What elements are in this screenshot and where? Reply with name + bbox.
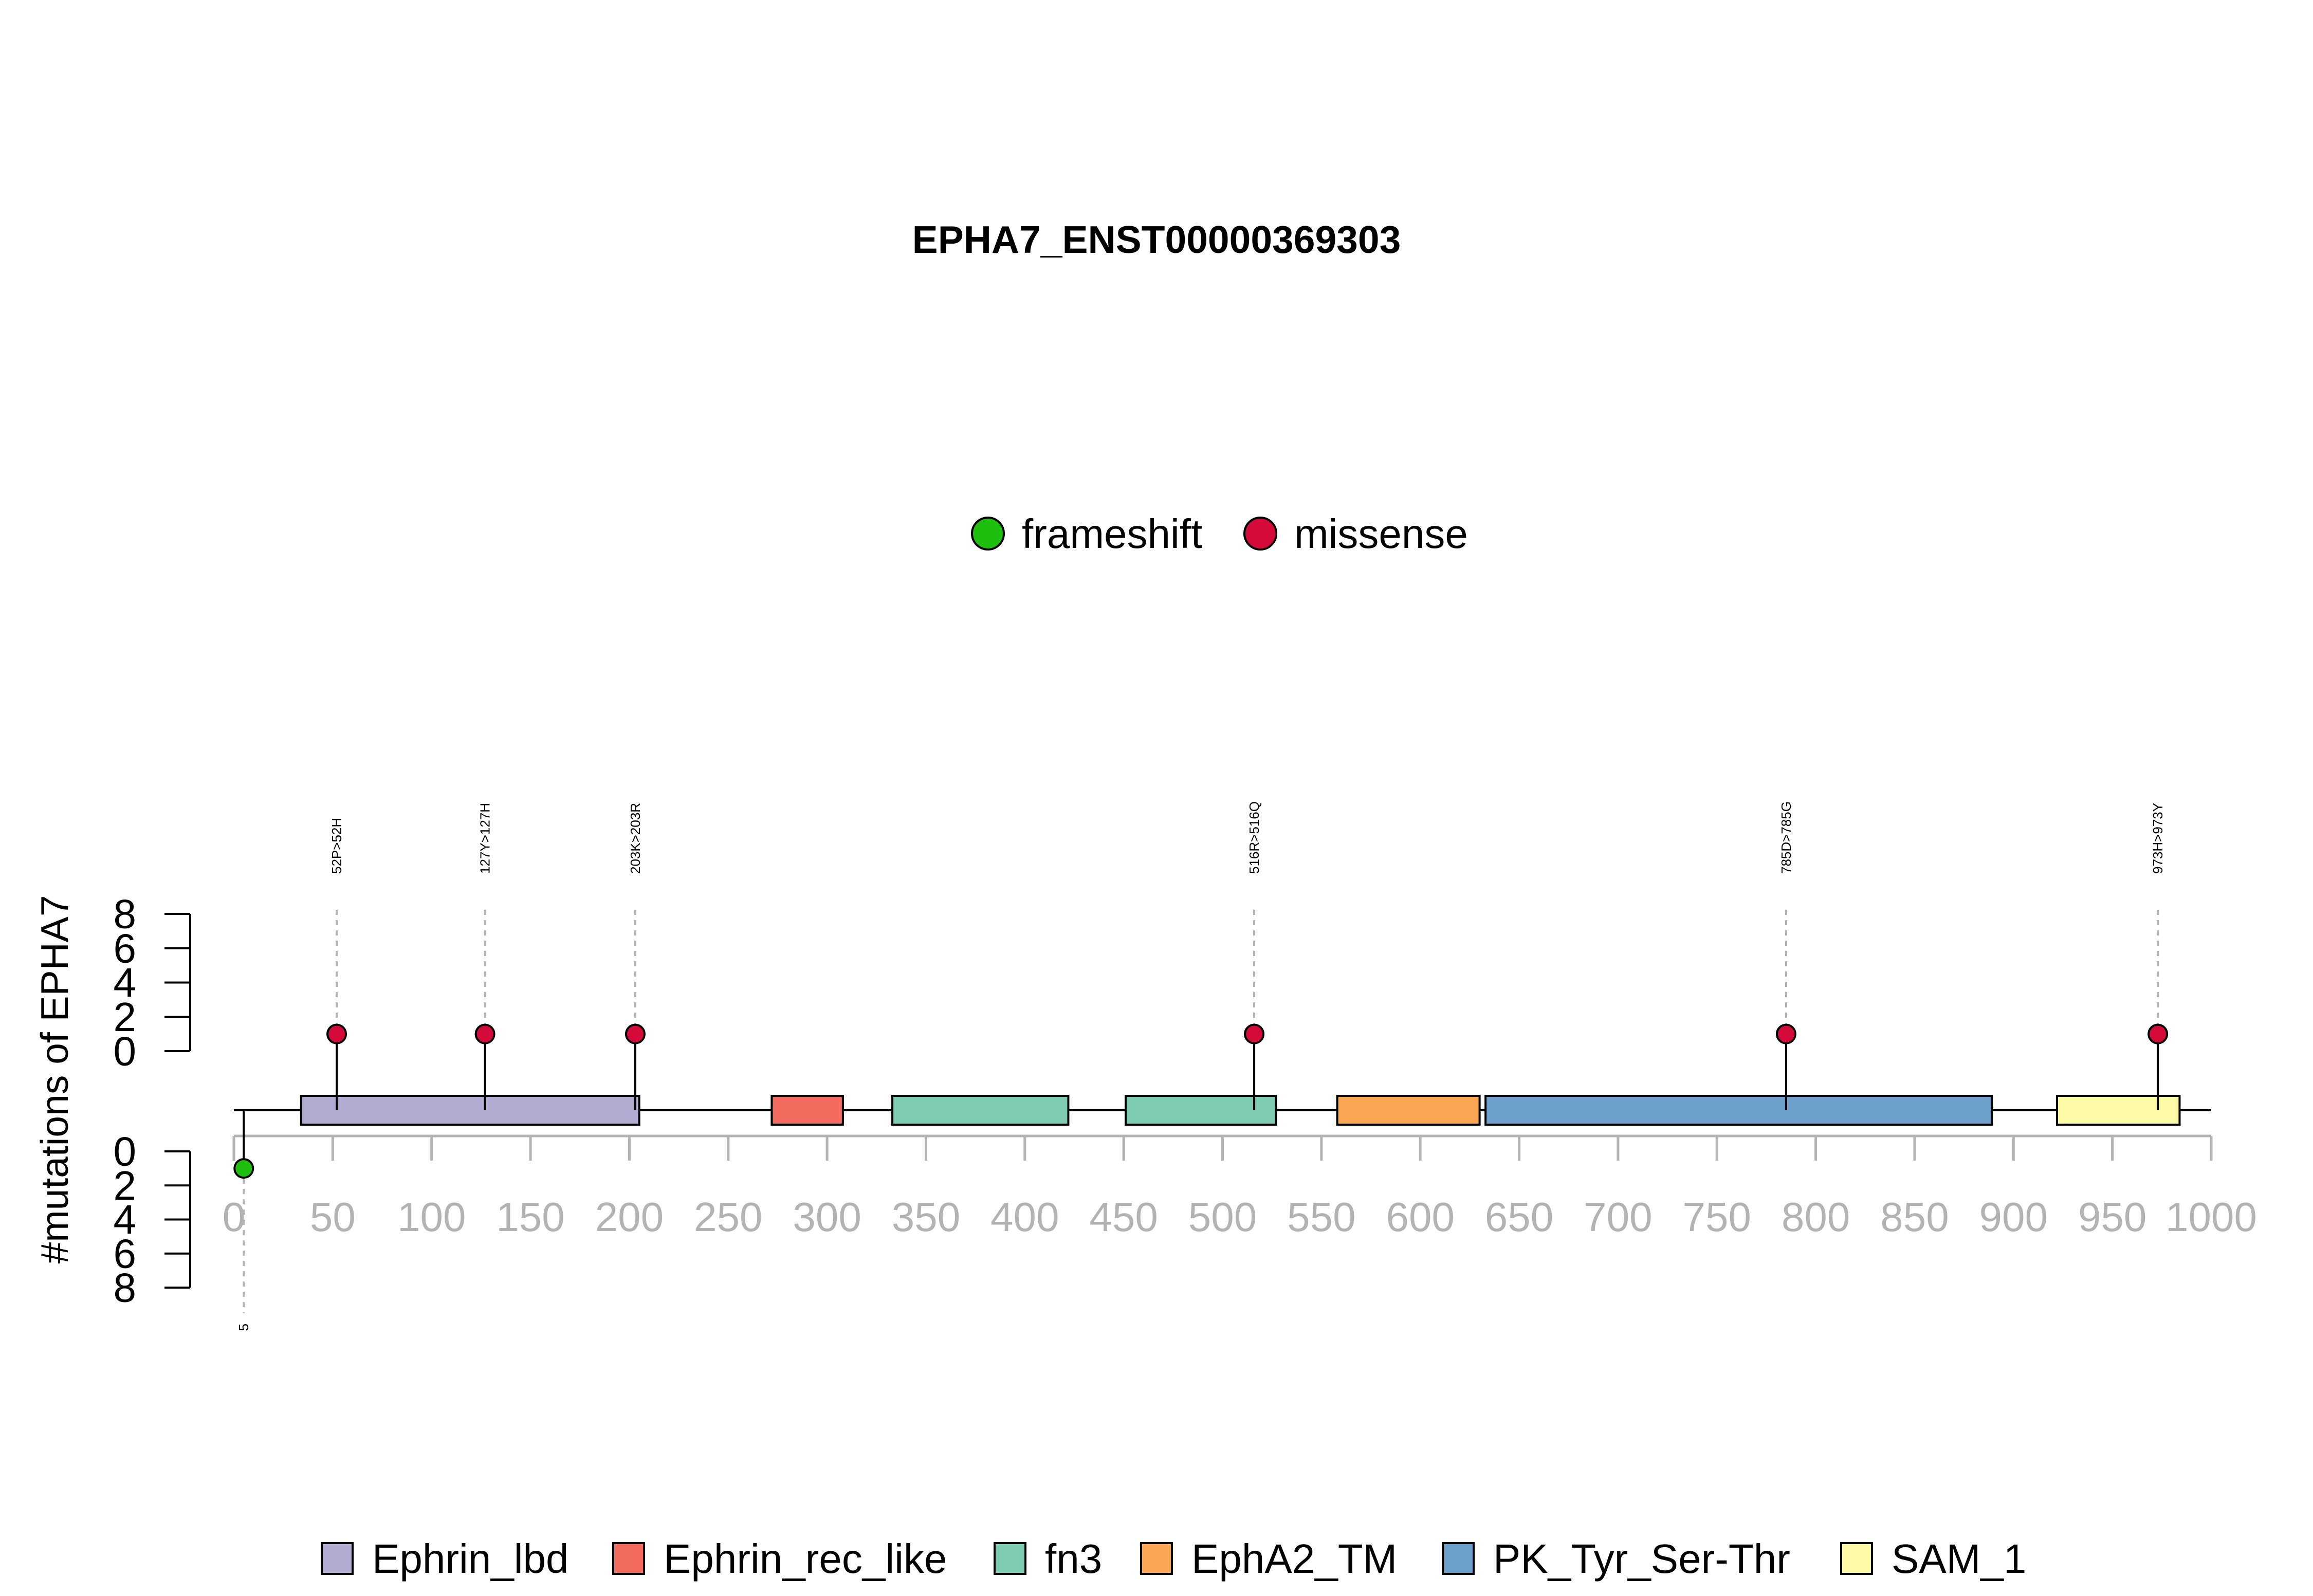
legend-frameshift-label: frameshift <box>1022 511 1202 557</box>
x-tick-label: 700 <box>1584 1194 1652 1240</box>
x-tick-label: 550 <box>1287 1194 1355 1240</box>
mutation-point-5 <box>233 1158 254 1179</box>
domain-boxes <box>300 1095 2181 1126</box>
domain-box-SAM_1 <box>2055 1095 2181 1126</box>
domain-legend-Ephrin_rec_like-swatch <box>612 1542 645 1575</box>
x-tick-label: 600 <box>1386 1194 1454 1240</box>
legend-missense-marker <box>1243 517 1277 551</box>
mutation-label: 5 <box>236 1324 251 1331</box>
domain-legend-SAM_1-swatch <box>1840 1542 1873 1575</box>
upper-y-tick-label: 6 <box>114 925 137 971</box>
upper-y-tick-label: 2 <box>114 994 137 1040</box>
domain-legend-Ephrin_lbd-swatch <box>321 1542 354 1575</box>
upper-mutations: 52P>52H 127Y>127H 203K>203R 516R>516Q 785D>7… <box>326 801 2169 1110</box>
domain-legend: Ephrin_lbd Ephrin_rec_like fn3 EphA2_TM PK_T… <box>321 1536 2026 1582</box>
chart-title: EPHA7_ENST00000369303 <box>912 218 1401 261</box>
domain-box-EphA2_TM <box>1336 1095 1481 1126</box>
x-tick-label: 950 <box>2078 1194 2146 1240</box>
legend-frameshift-marker <box>971 517 1005 551</box>
lower-y-tick-label: 2 <box>114 1163 137 1208</box>
domain-legend-PK_Tyr_Ser-Thr-label: PK_Tyr_Ser-Thr <box>1493 1536 1790 1582</box>
mutation-point-785D>785G <box>1775 1023 1796 1044</box>
mutation-label: 785D>785G <box>1778 801 1794 874</box>
x-tick-label: 350 <box>892 1194 960 1240</box>
domain-legend-EphA2_TM-swatch <box>1140 1542 1173 1575</box>
domain-legend-Ephrin_lbd-label: Ephrin_lbd <box>372 1536 569 1582</box>
upper-y-tick-label: 4 <box>114 960 137 1005</box>
mutation-legend: frameshift missense <box>971 511 1468 557</box>
x-tick-label: 850 <box>1880 1194 1949 1240</box>
domain-legend-EphA2_TM-label: EphA2_TM <box>1191 1536 1397 1582</box>
lower-mutations: 5 <box>233 1110 254 1331</box>
x-tick-label: 250 <box>694 1194 762 1240</box>
x-tick-label: 0 <box>223 1194 246 1240</box>
domain-box-Ephrin_rec_like <box>770 1095 844 1126</box>
mutation-point-52P>52H <box>326 1023 347 1044</box>
mutation-point-973H>973Y <box>2147 1023 2169 1044</box>
mutation-point-203K>203R <box>625 1023 646 1044</box>
domain-box-Ephrin_lbd <box>300 1095 640 1126</box>
x-tick-label: 50 <box>310 1194 356 1240</box>
x-axis: 0 50 100 150 200 250 300 350 400 450 500 550 600 650 7… <box>223 1134 2257 1240</box>
legend-missense-label: missense <box>1294 511 1468 557</box>
x-tick-label: 450 <box>1089 1194 1158 1240</box>
lower-y-tick-label: 0 <box>114 1129 137 1175</box>
domain-legend-Ephrin_rec_like-label: Ephrin_rec_like <box>664 1536 947 1582</box>
domain-legend-PK_Tyr_Ser-Thr-swatch <box>1442 1542 1475 1575</box>
domain-box-fn3 <box>1124 1095 1277 1126</box>
x-tick-label: 750 <box>1683 1194 1751 1240</box>
domain-legend-SAM_1-label: SAM_1 <box>1892 1536 2026 1582</box>
x-tick-label: 900 <box>1979 1194 2048 1240</box>
mutation-label: 516R>516Q <box>1246 801 1262 874</box>
mutation-label: 127Y>127H <box>478 803 493 874</box>
x-tick-label: 800 <box>1782 1194 1850 1240</box>
lower-y-tick-label: 8 <box>114 1265 137 1311</box>
x-tick-label: 100 <box>397 1194 466 1240</box>
lower-y-tick-label: 4 <box>114 1197 137 1242</box>
mutation-point-127Y>127H <box>474 1023 495 1044</box>
x-tick-label: 1000 <box>2165 1194 2257 1240</box>
mutation-label: 52P>52H <box>329 818 344 874</box>
x-tick-label: 400 <box>990 1194 1059 1240</box>
x-tick-label: 300 <box>793 1194 861 1240</box>
domain-legend-fn3-label: fn3 <box>1045 1536 1102 1582</box>
x-tick-label: 200 <box>595 1194 664 1240</box>
mutation-label: 203K>203R <box>628 803 643 874</box>
domain-box-fn3 <box>891 1095 1070 1126</box>
domain-legend-fn3-swatch <box>994 1542 1026 1575</box>
x-tick-label: 500 <box>1188 1194 1257 1240</box>
mutation-label: 973H>973Y <box>2150 803 2165 874</box>
x-tick-label: 150 <box>496 1194 564 1240</box>
mutation-point-516R>516Q <box>1244 1023 1265 1044</box>
upper-y-tick-label: 0 <box>114 1029 137 1074</box>
lower-y-tick-label: 6 <box>114 1231 137 1276</box>
upper-y-tick-label: 8 <box>114 891 137 937</box>
x-tick-label: 650 <box>1485 1194 1553 1240</box>
domain-box-PK_Tyr_Ser-Thr <box>1484 1095 1993 1126</box>
y-axis-label: #mutations of EPHA7 <box>33 895 76 1263</box>
